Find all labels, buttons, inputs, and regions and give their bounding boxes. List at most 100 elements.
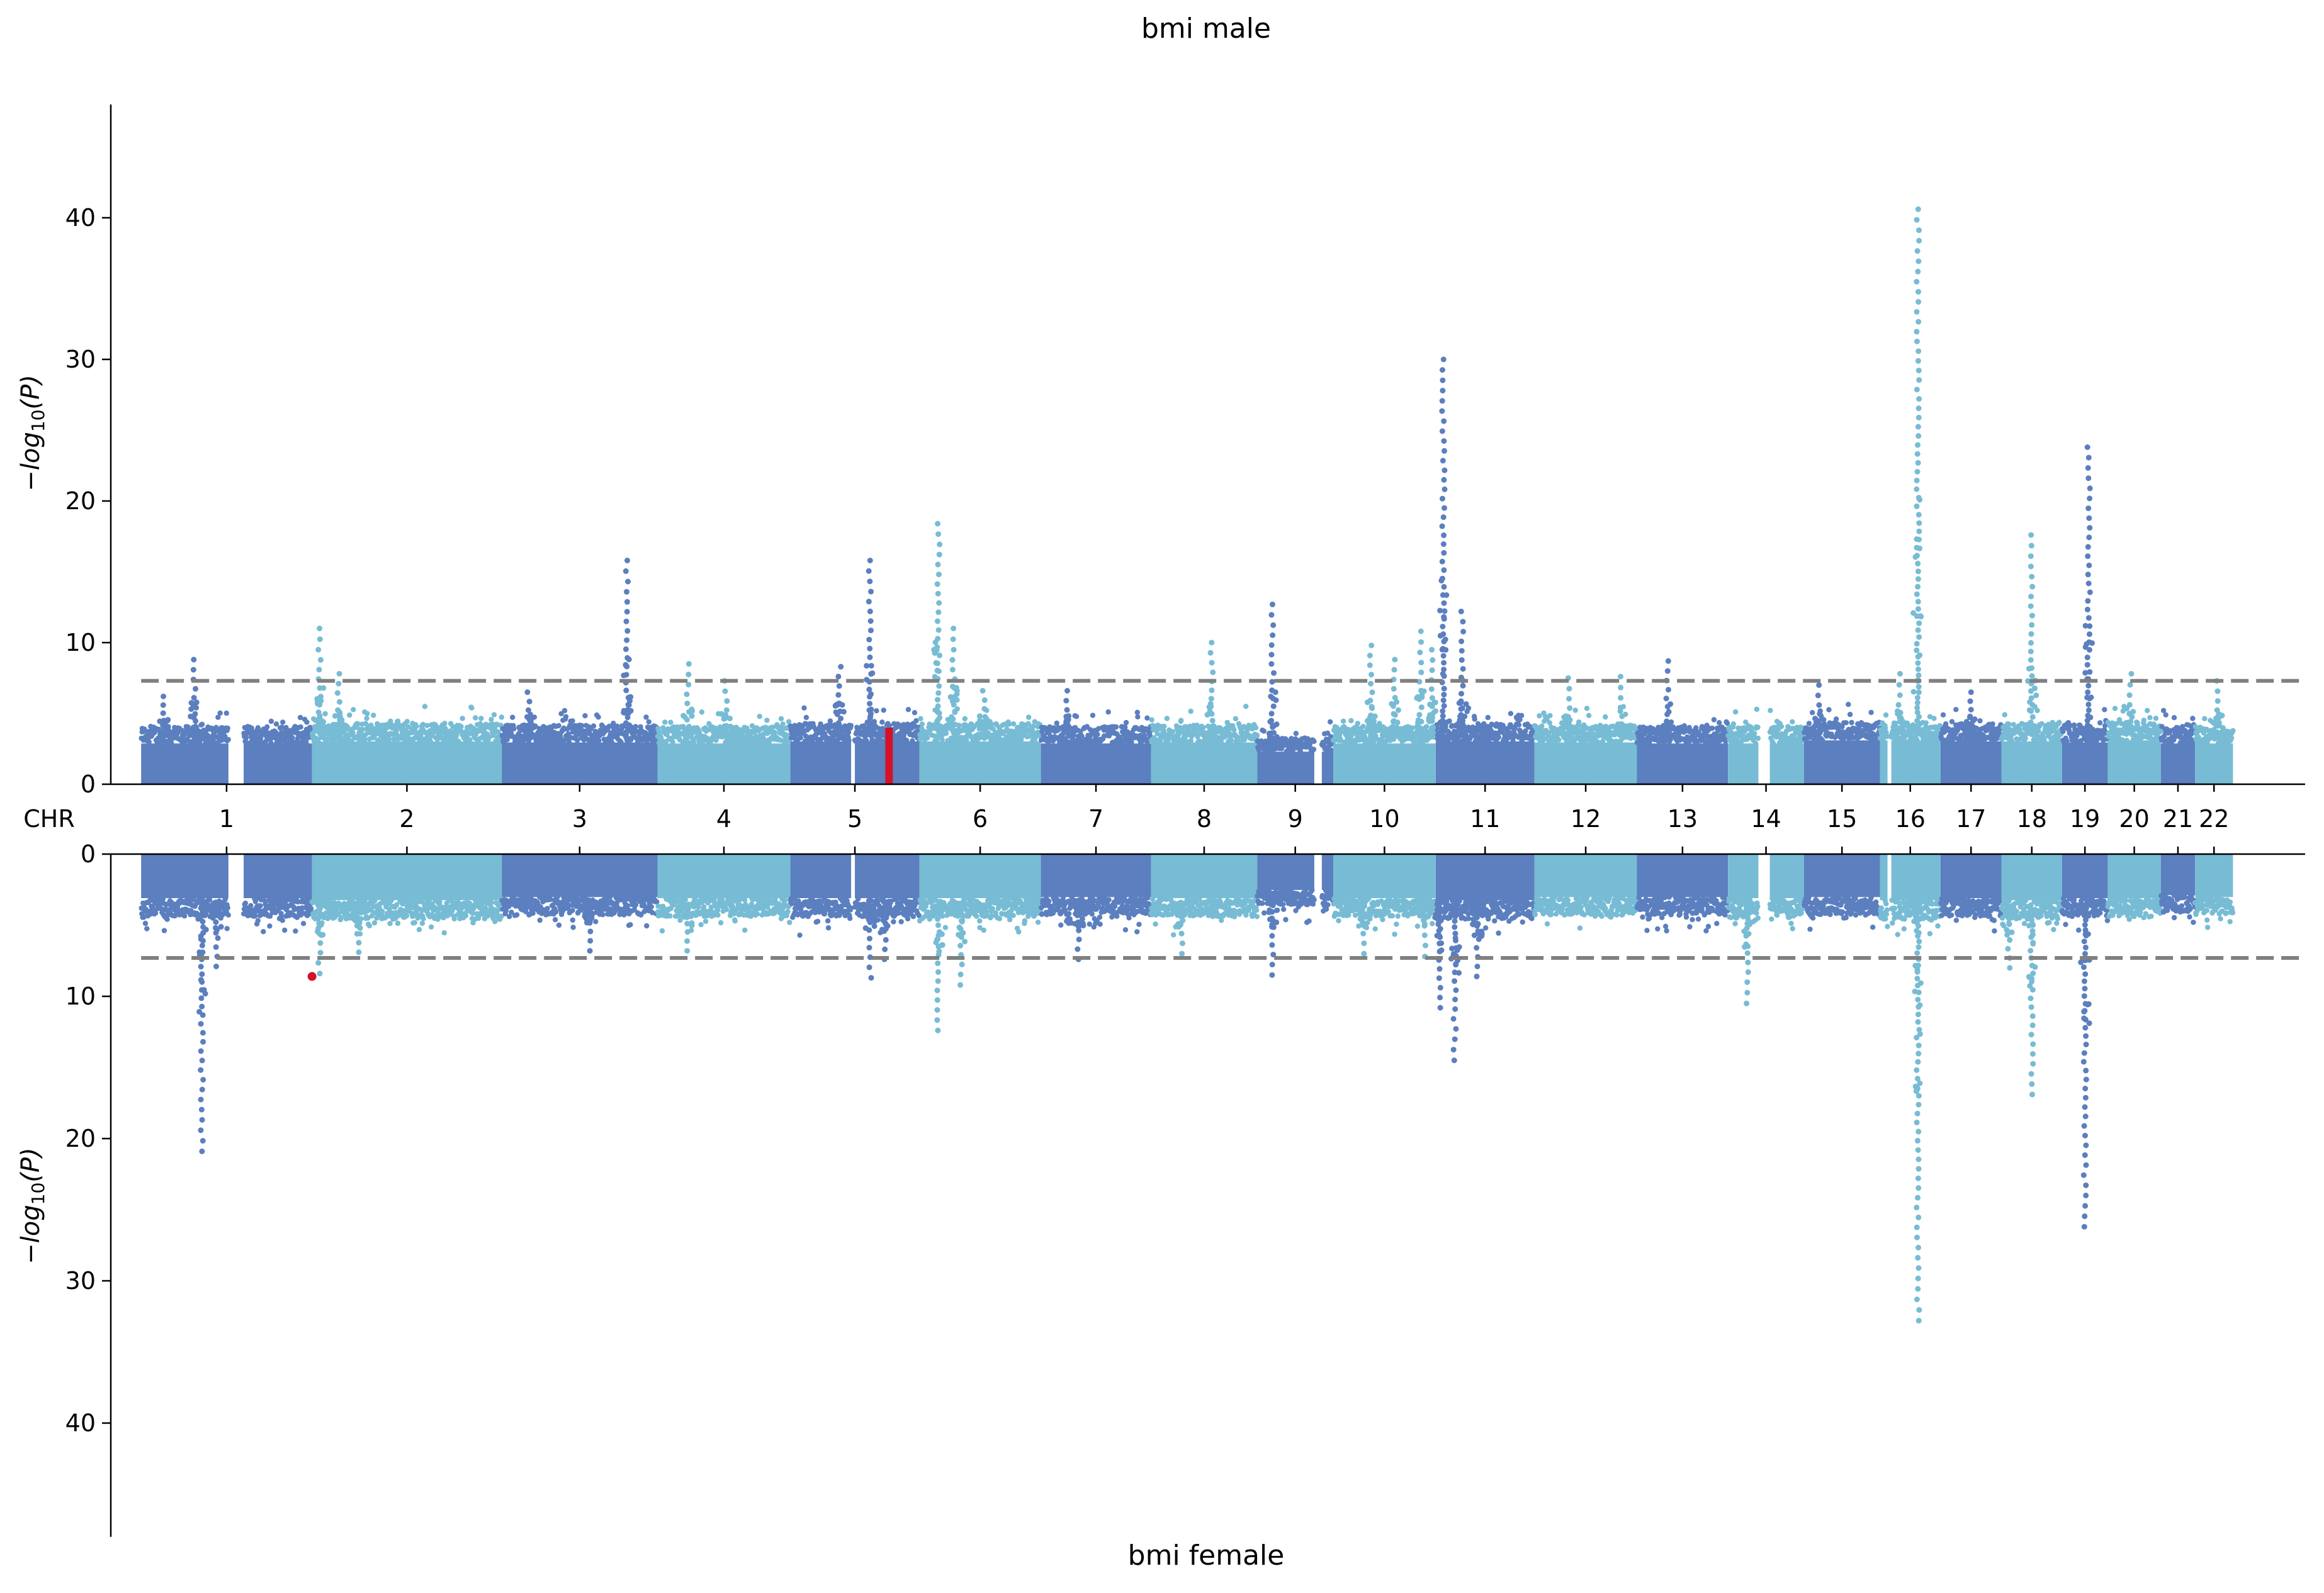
- top-chr-19-point: [2060, 728, 2066, 735]
- top-peak-point: [1439, 558, 1445, 565]
- top-chr-2-point: [322, 711, 328, 717]
- top-peak-point: [1417, 650, 1423, 656]
- top-peak-point: [1457, 713, 1464, 719]
- top-peak-point: [950, 636, 956, 643]
- top-peak-point: [626, 656, 632, 663]
- top-peak-point: [1618, 728, 1624, 734]
- top-peak-point: [1441, 532, 1447, 538]
- top-chr-8-point: [1228, 737, 1234, 743]
- top-chr-11-series: [1433, 705, 1537, 784]
- chart-title: bmi male: [1141, 13, 1271, 45]
- top-peak-point: [1430, 724, 1436, 731]
- top-peak-point: [1458, 706, 1464, 712]
- top-chr-9-point: [1261, 728, 1267, 734]
- bottom-title: bmi female: [1128, 1540, 1285, 1572]
- top-chr-3-point: [609, 740, 614, 745]
- top-peak-point: [188, 713, 194, 719]
- top-chr-2-point: [467, 737, 473, 743]
- top-chr-1-point: [225, 725, 230, 731]
- top-chr-5-point: [881, 707, 887, 713]
- top-chr-14-point: [1755, 735, 1761, 741]
- top-peak-point: [869, 670, 876, 677]
- top-peak-point: [1441, 549, 1447, 556]
- top-peak-point: [1437, 633, 1443, 639]
- top-peak-point: [312, 727, 318, 733]
- top-peak-point: [1416, 712, 1423, 718]
- top-peak-point: [1270, 703, 1277, 709]
- top-peak-point: [723, 707, 730, 713]
- top-chr-2-point: [364, 711, 370, 716]
- top-chr-5-point: [848, 723, 854, 729]
- top-peak-point: [1418, 628, 1424, 634]
- top-peak-point: [1440, 458, 1446, 464]
- top-chr-1-point: [169, 740, 174, 746]
- top-chr-18-band: [2001, 741, 2062, 784]
- top-chr-18-point: [2041, 738, 2048, 744]
- top-chr-18-point: [2009, 738, 2015, 745]
- top-chr-12-point: [1572, 707, 1578, 713]
- top-peak-point: [1440, 671, 1446, 677]
- top-chr-18-point: [2056, 719, 2062, 725]
- top-chr-7-point: [1090, 712, 1096, 718]
- top-peak-point: [160, 710, 166, 716]
- top-peak-point: [689, 713, 695, 719]
- top-peak-point: [1562, 716, 1568, 723]
- top-chr-3-point: [556, 723, 561, 729]
- top-peak-point: [1368, 643, 1375, 648]
- top-chr-2-point: [499, 714, 504, 720]
- top-peak-point: [1390, 711, 1397, 717]
- top-chr-17-point: [1953, 707, 1959, 712]
- top-chr-1-point: [225, 736, 231, 743]
- top-peak-point: [523, 725, 529, 731]
- top-peak-point: [1458, 609, 1464, 614]
- top-peak-point: [1270, 622, 1277, 628]
- top-chr-7-band: [1041, 743, 1151, 784]
- top-chr-2-point: [371, 712, 376, 718]
- top-peak-point: [1567, 705, 1573, 711]
- top-chr-5-point: [864, 738, 869, 743]
- top-peak-point: [1440, 367, 1445, 373]
- top-chr-10-point: [1348, 718, 1354, 724]
- top-peak-point: [1429, 667, 1435, 673]
- top-chr-12-point: [1594, 739, 1600, 745]
- top-peak-point: [1268, 694, 1274, 700]
- top-peak-point: [1456, 700, 1462, 706]
- top-peak-point: [1063, 697, 1069, 704]
- top-chr-12-band: [1534, 742, 1637, 784]
- top-peak-point: [1418, 669, 1424, 675]
- top-chr-1-point: [264, 724, 270, 730]
- top-chr-21-band: [2160, 743, 2196, 784]
- top-chr-12-point: [1576, 719, 1582, 725]
- top-peak-point: [981, 697, 988, 703]
- top-peak-point: [949, 656, 956, 663]
- top-peak-point: [685, 672, 692, 678]
- top-peak-point: [1369, 689, 1375, 695]
- top-peak-point: [1368, 712, 1374, 718]
- top-peak-point: [835, 720, 842, 726]
- top-peak-point: [621, 672, 627, 678]
- top-chr-12-point: [1584, 706, 1590, 711]
- top-peak-point: [1271, 670, 1277, 676]
- top-peak-point: [624, 558, 630, 563]
- top-peak-point: [1664, 668, 1671, 674]
- top-chr-1-point: [217, 710, 223, 716]
- top-peak-point: [1268, 651, 1275, 658]
- top-peak-point: [934, 707, 940, 713]
- top-peak-point: [932, 639, 939, 646]
- top-chr-15-point: [1810, 710, 1815, 716]
- top-peak-point: [1266, 737, 1272, 743]
- top-peak-point: [1441, 685, 1447, 692]
- top-peak-point: [1456, 726, 1462, 733]
- top-peak-point: [1212, 729, 1219, 736]
- top-chr-17-point: [1990, 721, 1995, 727]
- top-chr-2-point: [473, 715, 478, 721]
- top-peak-point: [689, 730, 695, 736]
- top-chr-11-point: [1516, 722, 1522, 728]
- top-peak-point: [867, 701, 873, 707]
- top-peak-point: [1268, 661, 1275, 667]
- top-chr-15-point: [1843, 720, 1849, 726]
- top-chr-7-point: [1113, 724, 1119, 730]
- top-peak-point: [1460, 666, 1466, 672]
- top-chr-20-point: [2112, 706, 2118, 711]
- top-peak-point: [1443, 592, 1450, 598]
